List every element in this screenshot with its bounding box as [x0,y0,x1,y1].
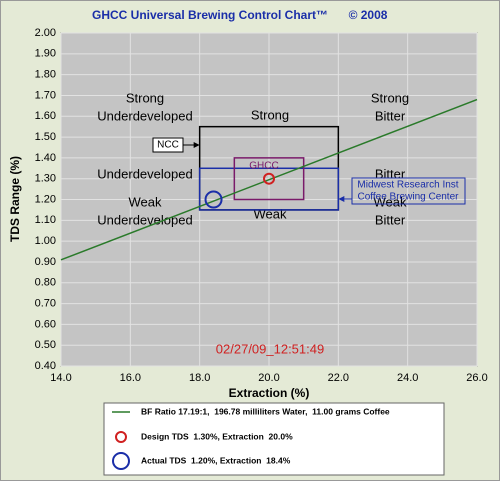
region [233,157,305,201]
y-tick-label: 1.10 [35,214,56,226]
legend [103,402,445,476]
annotation: NCC [157,140,179,151]
y-tick-label: 1.30 [35,173,56,185]
y-tick-label: 0.50 [35,339,56,351]
y-tick-label: 1.60 [35,110,56,122]
zone-label: Weak [254,206,287,221]
x-axis-label: Extraction (%) [229,386,310,400]
x-tick-label: 20.0 [258,372,279,384]
y-axis-label: TDS Range (%) [8,156,22,242]
x-tick-label: 16.0 [120,372,141,384]
zone-label: Strong [126,90,164,105]
region [198,167,340,211]
chart-title: GHCC Universal Brewing Control Chart™ [92,8,328,22]
annotation: Midwest Research Inst [357,180,458,191]
chart-subtitle: © 2008 [349,8,388,22]
x-tick-label: 18.0 [189,372,210,384]
y-tick-label: 0.40 [35,360,56,372]
zone-label: Weak [374,194,407,209]
annotation-box [351,177,466,205]
y-tick-label: 2.00 [35,27,56,39]
ratio-line [60,98,478,261]
zone-label: Strong [371,90,409,105]
legend-label: BF Ratio 17.19:1, 196.78 milliliters Wat… [141,406,390,416]
zone-label: Strong [251,107,289,122]
annotation: Coffee Brewing Center [358,192,460,203]
data-point [204,190,223,209]
x-tick-label: 26.0 [466,372,487,384]
legend-symbol [115,431,127,443]
y-tick-label: 1.20 [35,193,56,205]
zone-label: Bitter [375,212,406,227]
y-tick-label: 1.90 [35,48,56,60]
x-tick-label: 22.0 [328,372,349,384]
zone-label: Underdeveloped [97,108,192,123]
zone-label: Weak [129,194,162,209]
arrow-head [193,142,200,148]
zone-label: Underdeveloped [97,166,192,181]
legend-label: Actual TDS 1.20%, Extraction 18.4% [141,455,291,465]
y-tick-label: 0.80 [35,277,56,289]
y-tick-label: 0.70 [35,297,56,309]
legend-label: Design TDS 1.30%, Extraction 20.0% [141,431,293,441]
y-tick-label: 1.50 [35,131,56,143]
x-tick-label: 24.0 [397,372,418,384]
x-tick-label: 14.0 [50,372,71,384]
data-point [263,172,275,185]
zone-label: Underdeveloped [97,212,192,227]
legend-symbol [112,452,130,470]
annotation: GHCC [249,161,278,172]
y-tick-label: 1.80 [35,69,56,81]
y-tick-label: 0.90 [35,256,56,268]
timestamp: 02/27/09_12:51:49 [216,341,324,356]
y-tick-label: 1.70 [35,89,56,101]
y-tick-label: 1.00 [35,235,56,247]
y-tick-label: 1.40 [35,152,56,164]
y-tick-label: 0.60 [35,318,56,330]
zone-label: Bitter [375,108,406,123]
arrow-head [338,196,345,202]
